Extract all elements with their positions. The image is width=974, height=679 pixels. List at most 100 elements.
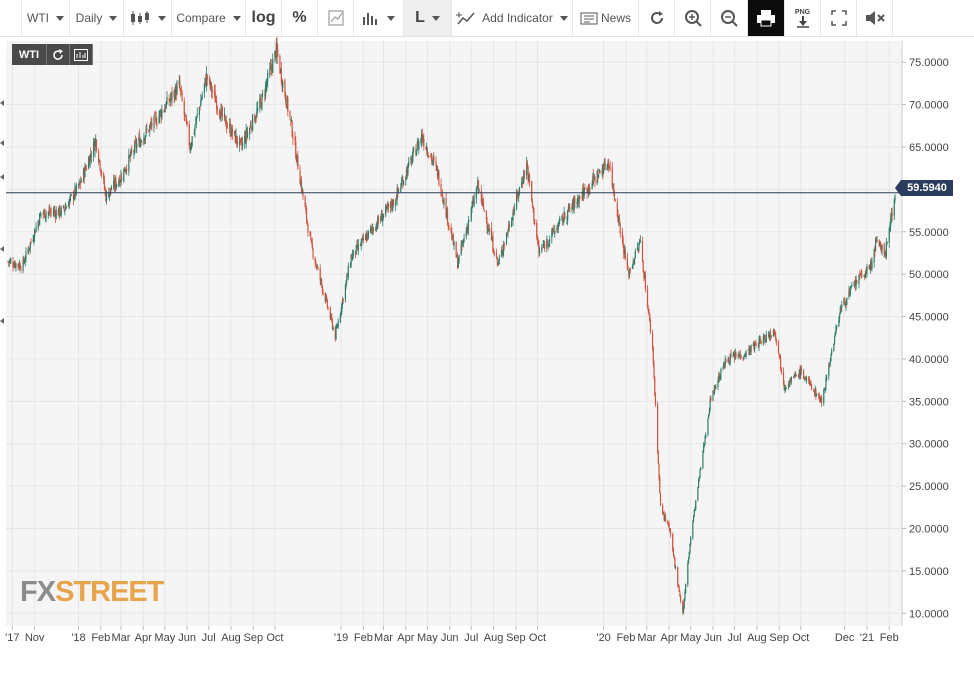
candle-body	[636, 247, 639, 251]
candle-body	[885, 242, 887, 257]
candle-body	[455, 242, 457, 258]
candle-body	[50, 210, 52, 212]
candle-body	[234, 131, 236, 134]
candle-body	[99, 161, 101, 170]
candle-body	[759, 339, 762, 342]
candle-body	[767, 334, 769, 336]
candle-body	[320, 279, 322, 281]
candle-body	[405, 169, 408, 179]
candle-body	[441, 194, 443, 196]
candle-body	[250, 126, 252, 128]
candle-body	[864, 277, 866, 278]
candle-body	[752, 344, 754, 346]
candle-body	[860, 272, 862, 276]
candle-body	[491, 237, 493, 241]
candle-body	[48, 210, 50, 213]
log-label: log	[251, 9, 276, 26]
candle-body	[820, 397, 822, 402]
candle-body	[346, 275, 349, 277]
candle-body	[174, 91, 176, 100]
candle-body	[103, 180, 105, 189]
candle-body	[836, 326, 838, 329]
candle-body	[287, 98, 289, 112]
candle-body	[175, 85, 177, 99]
badge-chart-button[interactable]	[70, 44, 93, 65]
candle-body	[332, 327, 334, 330]
candle-body	[421, 133, 423, 141]
candle-body	[690, 537, 692, 545]
log-toggle[interactable]: log	[246, 0, 282, 36]
candle-body	[551, 228, 554, 232]
percent-toggle[interactable]: %	[282, 0, 318, 36]
candle-body	[623, 249, 626, 255]
candle-body	[556, 227, 558, 230]
chart-type-dropdown[interactable]	[124, 0, 172, 36]
candle-body	[392, 199, 394, 209]
candle-body	[813, 390, 815, 392]
candle-body	[326, 296, 328, 300]
news-button[interactable]: News	[573, 0, 639, 36]
candle-body	[315, 262, 317, 265]
candle-body	[831, 350, 833, 355]
candle-body	[698, 476, 700, 479]
zoom-in-button[interactable]	[675, 0, 711, 36]
candle-body	[45, 213, 47, 217]
candle-body	[705, 434, 707, 438]
candle-body	[190, 144, 193, 149]
candle-body	[558, 220, 560, 226]
candle-body	[223, 113, 226, 118]
candle-body	[891, 211, 893, 217]
candle-body	[327, 308, 329, 310]
candle-body	[135, 141, 137, 148]
add-indicator-dropdown[interactable]: Add Indicator	[452, 0, 573, 36]
interval-dropdown[interactable]: Daily	[70, 0, 124, 36]
x-tick-label: Sep	[506, 632, 526, 644]
candle-body	[410, 157, 413, 164]
candle-body	[416, 142, 418, 150]
candle-body	[578, 195, 580, 204]
line-type-dropdown[interactable]: L	[404, 0, 452, 36]
candle-body	[552, 227, 554, 232]
candle-body	[321, 285, 323, 292]
fullscreen-button[interactable]	[821, 0, 857, 36]
candle-body	[798, 369, 800, 378]
candle-body	[375, 230, 377, 231]
candle-body	[627, 269, 629, 271]
candle-body	[128, 154, 130, 172]
badge-reset-button[interactable]	[47, 44, 70, 65]
volume-dropdown[interactable]	[354, 0, 404, 36]
drawing-tool-button[interactable]	[318, 0, 354, 36]
price-chart[interactable]: 75.000070.000065.000060.000055.000050.00…	[0, 37, 974, 651]
candle-body	[730, 353, 732, 358]
candle-body	[299, 170, 301, 185]
candle-body	[760, 341, 762, 344]
mute-button[interactable]	[857, 0, 893, 36]
x-tick-label: Jun	[704, 632, 722, 644]
chevron-down-icon	[158, 15, 166, 21]
candle-body	[828, 364, 830, 377]
png-download-button[interactable]: PNG	[785, 0, 821, 36]
line-type-label: L	[415, 9, 425, 26]
print-button[interactable]	[748, 0, 785, 36]
candle-body	[260, 102, 262, 109]
refresh-icon	[650, 11, 663, 24]
logo-fx: FX	[20, 576, 56, 608]
menu-toggle[interactable]	[0, 0, 22, 36]
candle-body	[703, 444, 705, 452]
candle-body	[846, 297, 848, 305]
candle-body	[33, 238, 35, 241]
candle-body	[246, 132, 249, 137]
candle-body	[541, 247, 544, 249]
zoom-out-button[interactable]	[711, 0, 748, 36]
candle-body	[93, 141, 95, 156]
candle-body	[7, 261, 9, 263]
symbol-dropdown[interactable]: WTI	[22, 0, 70, 36]
compare-dropdown[interactable]: Compare	[172, 0, 246, 36]
candle-body	[203, 83, 205, 94]
candle-body	[594, 178, 596, 183]
candle-body	[755, 343, 757, 345]
refresh-button[interactable]	[639, 0, 675, 36]
candle-body	[178, 80, 180, 86]
candle-body	[397, 187, 399, 192]
candle-body	[453, 241, 455, 247]
